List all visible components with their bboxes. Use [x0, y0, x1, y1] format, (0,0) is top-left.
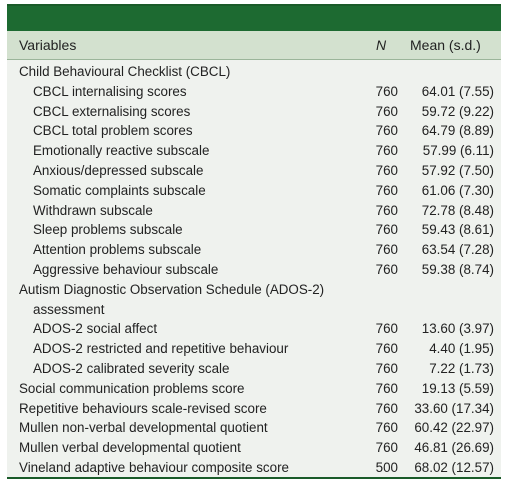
table-title-bar: [7, 6, 501, 31]
row-variable-label: Somatic complaints subscale: [33, 182, 206, 198]
row-n-value: 760: [375, 143, 398, 159]
row-n-value: 760: [375, 380, 398, 396]
row-n-value: 760: [375, 242, 398, 258]
table-row: ADOS-2 restricted and repetitive behavio…: [7, 339, 501, 359]
row-n-value: 760: [375, 83, 398, 99]
row-n-value: 760: [375, 103, 398, 119]
table-row: Sleep problems subscale 760 59.43 (8.61): [7, 220, 501, 240]
table-header-row: Variables N Mean (s.d.): [7, 31, 501, 60]
row-n-value: 760: [375, 182, 398, 198]
row-mean-sd-value: 64.79 (8.89): [421, 123, 494, 139]
column-header-n: N: [376, 37, 387, 53]
row-n-value: 760: [375, 400, 398, 416]
row-variable-label: CBCL total problem scores: [33, 123, 193, 139]
row-mean-sd-value: 68.02 (12.57): [414, 459, 494, 475]
row-n-value: 760: [375, 162, 398, 178]
row-variable-label: Attention problems subscale: [33, 242, 202, 258]
row-variable-label: Withdrawn subscale: [33, 202, 153, 218]
row-variable-label: Child Behavioural Checklist (CBCL): [19, 64, 231, 79]
row-variable-label: CBCL internalising scores: [33, 83, 187, 99]
column-header-mean-sd: Mean (s.d.): [410, 37, 481, 53]
row-mean-sd-value: 57.99 (6.11): [422, 143, 494, 159]
row-mean-sd-value: 64.01 (7.55): [421, 83, 494, 99]
row-variable-label: Sleep problems subscale: [33, 222, 183, 238]
table-row: ADOS-2 calibrated severity scale 760 7.22 …: [7, 359, 501, 379]
table-row: Autism Diagnostic Observation Schedule (…: [7, 280, 501, 300]
row-variable-label: Mullen non-verbal developmental quotient: [19, 420, 268, 436]
table-row: Anxious/depressed subscale 760 57.92 (7.50…: [7, 161, 501, 181]
row-variable-label: Vineland adaptive behaviour composite sc…: [19, 459, 289, 475]
row-mean-sd-value: 60.42 (22.97): [414, 420, 494, 436]
row-mean-sd-value: 13.60 (3.97): [421, 321, 494, 337]
table-row: Attention problems subscale 760 63.54 (7.2…: [7, 240, 501, 260]
row-n-value: 760: [375, 123, 398, 139]
row-n-value: 760: [375, 440, 398, 456]
table-row: assessment: [7, 300, 501, 320]
row-variable-label: assessment: [33, 301, 105, 317]
table-row: Vineland adaptive behaviour composite sc…: [7, 458, 501, 478]
table-row: Social communication problems score 760 19…: [7, 379, 501, 399]
row-mean-sd-value: 4.40 (1.95): [429, 341, 494, 357]
row-n-value: 760: [375, 261, 398, 277]
row-n-value: 760: [375, 341, 398, 357]
table-row: Repetitive behaviours scale-revised scor…: [7, 399, 501, 419]
table-row: Aggressive behaviour subscale 760 59.38 (8…: [7, 260, 501, 280]
row-variable-label: Autism Diagnostic Observation Schedule (…: [19, 281, 325, 297]
row-mean-sd-value: 59.38 (8.74): [421, 261, 494, 277]
row-mean-sd-value: 57.92 (7.50): [421, 162, 494, 178]
column-header-variables: Variables: [19, 37, 77, 53]
row-n-value: 760: [375, 321, 398, 337]
row-variable-label: CBCL externalising scores: [33, 103, 191, 119]
row-n-value: 760: [375, 360, 398, 376]
row-n-value: 760: [375, 202, 398, 218]
row-mean-sd-value: 59.72 (9.22): [421, 103, 494, 119]
row-variable-label: ADOS-2 calibrated severity scale: [33, 360, 230, 376]
table-body: Child Behavioural Checklist (CBCL) CBCL i…: [7, 62, 501, 478]
row-mean-sd-value: 61.06 (7.30): [421, 182, 494, 198]
row-n-value: 500: [375, 459, 398, 475]
row-variable-label: ADOS-2 restricted and repetitive behavio…: [33, 341, 289, 357]
row-variable-label: Anxious/depressed subscale: [33, 162, 204, 178]
row-variable-label: Emotionally reactive subscale: [33, 143, 210, 159]
descriptive-statistics-table: Variables N Mean (s.d.) Child Behavioura…: [7, 4, 501, 479]
row-mean-sd-value: 33.60 (17.34): [414, 400, 494, 416]
table-row: Mullen non-verbal developmental quotient…: [7, 418, 501, 438]
table-row: Child Behavioural Checklist (CBCL): [7, 62, 501, 82]
table-row: CBCL total problem scores 760 64.79 (8.89): [7, 121, 501, 141]
table-row: Withdrawn subscale 760 72.78 (8.48): [7, 201, 501, 221]
row-variable-label: ADOS-2 social affect: [33, 321, 158, 337]
table-row: Emotionally reactive subscale 760 57.99 (6…: [7, 141, 501, 161]
table-row: CBCL internalising scores 760 64.01 (7.55): [7, 82, 501, 102]
table-row: Mullen verbal developmental quotient 760 4…: [7, 438, 501, 458]
row-mean-sd-value: 59.43 (8.61): [421, 222, 494, 238]
row-variable-label: Aggressive behaviour subscale: [33, 261, 219, 277]
table-row: CBCL externalising scores 760 59.72 (9.22): [7, 102, 501, 122]
row-mean-sd-value: 72.78 (8.48): [421, 202, 494, 218]
row-variable-label: Mullen verbal developmental quotient: [19, 440, 241, 456]
row-variable-label: Social communication problems score: [19, 380, 245, 396]
row-mean-sd-value: 46.81 (26.69): [414, 440, 494, 456]
row-mean-sd-value: 63.54 (7.28): [421, 242, 494, 258]
table-row: ADOS-2 social affect 760 13.60 (3.97): [7, 319, 501, 339]
row-n-value: 760: [375, 222, 398, 238]
row-variable-label: Repetitive behaviours scale-revised scor…: [19, 400, 267, 416]
row-mean-sd-value: 7.22 (1.73): [429, 360, 494, 376]
row-mean-sd-value: 19.13 (5.59): [421, 380, 494, 396]
row-n-value: 760: [375, 420, 398, 436]
table-row: Somatic complaints subscale 760 61.06 (7.3…: [7, 181, 501, 201]
